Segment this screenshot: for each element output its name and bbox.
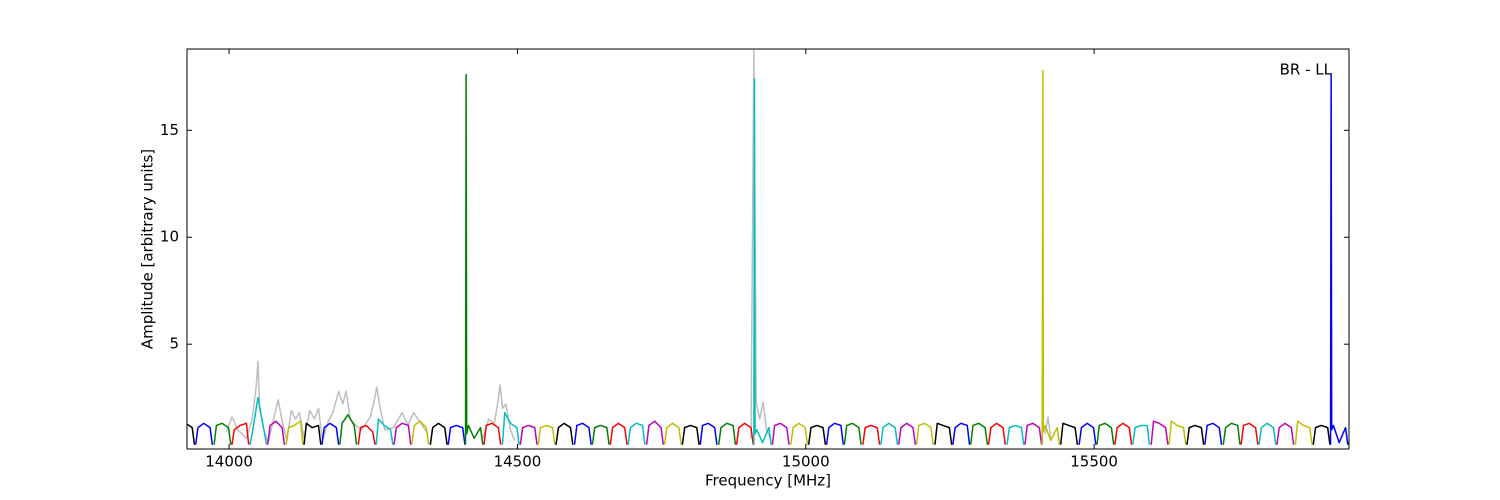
series-line: [825, 422, 845, 445]
series-line: [447, 424, 466, 445]
series-line: [537, 424, 556, 445]
series-line: [1348, 438, 1349, 445]
series-line: [790, 422, 809, 445]
series-line: [231, 422, 250, 445]
series-line: [1204, 422, 1223, 445]
series-line: [934, 422, 953, 445]
x-axis-label: Frequency [MHz]: [705, 472, 831, 490]
plot-area: [187, 49, 1349, 449]
series-line: [285, 420, 304, 445]
series-line: [225, 49, 1052, 444]
series-line: [555, 422, 574, 445]
series-line: [1078, 422, 1097, 445]
series-line: [429, 422, 448, 445]
series-line: [1276, 422, 1295, 445]
series-line: [771, 422, 790, 445]
series-line: [735, 422, 755, 445]
series-line: [1114, 422, 1133, 445]
x-tick-label: 14500: [494, 453, 542, 471]
x-tick-label: 15000: [782, 453, 830, 471]
series-line: [663, 422, 682, 445]
series-line: [843, 422, 862, 445]
series-line: [573, 422, 592, 445]
series-group: [187, 49, 1349, 445]
series-line: [1150, 420, 1169, 445]
series-line: [393, 422, 412, 445]
y-tick-label: 5: [169, 335, 179, 353]
series-line: [357, 424, 376, 445]
series-line: [375, 418, 394, 445]
series-line: [952, 422, 971, 445]
series-line: [194, 422, 214, 445]
series-line: [879, 422, 899, 445]
series-line: [1186, 424, 1205, 445]
series-line: [249, 396, 268, 445]
series-line: [1240, 422, 1259, 445]
y-tick-label: 15: [160, 121, 179, 139]
series-line: [987, 422, 1007, 445]
series-line: [1132, 424, 1151, 445]
series-line: [862, 424, 881, 445]
y-tick-label: 10: [160, 228, 179, 246]
series-line: [897, 422, 917, 445]
series-line: [483, 422, 502, 445]
series-line: [915, 422, 934, 445]
series-line: [501, 411, 520, 445]
y-axis-label: Amplitude [arbitrary units]: [139, 149, 157, 349]
series-line: [627, 422, 646, 445]
series-line: [187, 423, 196, 445]
series-line: [321, 422, 340, 445]
plot-frame: [186, 48, 1350, 450]
series-line: [1329, 73, 1349, 445]
series-line: [1059, 422, 1079, 445]
annotation: BR - LL: [1280, 61, 1333, 79]
series-line: [807, 424, 827, 445]
series-line: [303, 422, 322, 445]
series-line: [753, 78, 772, 445]
series-line: [1041, 69, 1061, 445]
series-line: [1096, 422, 1115, 445]
series-line: [519, 424, 538, 445]
series-line: [717, 422, 737, 445]
series-line: [1222, 422, 1241, 445]
series-line: [681, 424, 700, 445]
series-line: [1294, 420, 1313, 445]
series-line: [411, 420, 430, 445]
series-line: [1024, 422, 1043, 445]
series-line: [591, 424, 610, 445]
series-line: [645, 420, 665, 445]
series-line: [1168, 420, 1187, 445]
series-line: [266, 420, 286, 445]
series-line: [1312, 424, 1331, 445]
series-line: [969, 422, 989, 445]
series-line: [699, 422, 718, 445]
x-tick-label: 15500: [1070, 453, 1118, 471]
series-line: [464, 73, 484, 445]
series-line: [609, 422, 628, 445]
series-line: [213, 422, 232, 445]
x-tick-label: 14000: [205, 453, 253, 471]
series-line: [339, 414, 358, 445]
series-line: [1006, 424, 1025, 445]
series-line: [1258, 422, 1277, 445]
